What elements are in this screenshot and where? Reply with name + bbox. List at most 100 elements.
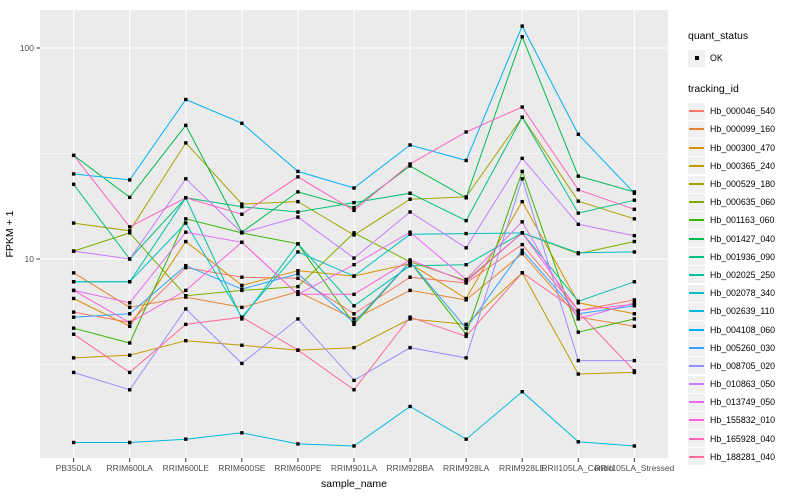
- data-point-marker[interactable]: [632, 280, 637, 284]
- data-point-marker[interactable]: [352, 186, 356, 190]
- data-point-marker[interactable]: [408, 232, 412, 236]
- data-point-marker[interactable]: [352, 317, 356, 321]
- data-point-marker[interactable]: [408, 197, 412, 201]
- data-point-marker[interactable]: [352, 345, 356, 350]
- data-point-marker[interactable]: [408, 143, 412, 147]
- data-point-marker[interactable]: [296, 169, 300, 174]
- data-point-marker[interactable]: [520, 156, 524, 161]
- data-point-marker[interactable]: [520, 271, 524, 275]
- data-point-marker[interactable]: [352, 292, 356, 297]
- data-point-marker[interactable]: [240, 202, 244, 206]
- data-point-marker[interactable]: [352, 256, 356, 260]
- data-point-marker[interactable]: [128, 320, 132, 325]
- data-point-marker[interactable]: [632, 444, 637, 448]
- data-point-marker[interactable]: [184, 196, 188, 200]
- data-point-marker[interactable]: [464, 322, 468, 327]
- data-point-marker[interactable]: [296, 210, 300, 214]
- data-point-marker[interactable]: [128, 370, 132, 375]
- data-point-marker[interactable]: [184, 221, 188, 225]
- data-point-marker[interactable]: [184, 322, 188, 327]
- data-point-marker[interactable]: [71, 315, 76, 319]
- legend-item-tracking-id[interactable]: Hb_010863_050: [688, 375, 800, 393]
- data-point-marker[interactable]: [632, 312, 637, 316]
- data-point-marker[interactable]: [240, 212, 244, 216]
- data-point-marker[interactable]: [184, 265, 188, 270]
- data-point-marker[interactable]: [352, 320, 356, 325]
- legend-item-quant-ok[interactable]: OK: [688, 49, 800, 67]
- data-point-marker[interactable]: [128, 231, 132, 235]
- legend-item-tracking-id[interactable]: Hb_000365_240: [688, 157, 800, 175]
- data-point-marker[interactable]: [576, 358, 580, 363]
- data-point-marker[interactable]: [128, 257, 132, 261]
- data-point-marker[interactable]: [352, 378, 356, 383]
- data-point-marker[interactable]: [71, 370, 76, 375]
- data-point-marker[interactable]: [296, 250, 300, 254]
- data-point-marker[interactable]: [520, 248, 524, 252]
- data-point-marker[interactable]: [464, 437, 468, 441]
- data-point-marker[interactable]: [184, 230, 188, 234]
- data-point-marker[interactable]: [464, 326, 468, 330]
- data-point-marker[interactable]: [71, 288, 76, 293]
- data-point-marker[interactable]: [184, 307, 188, 311]
- data-point-marker[interactable]: [240, 283, 244, 288]
- data-point-marker[interactable]: [576, 211, 580, 215]
- data-point-marker[interactable]: [576, 299, 580, 304]
- data-point-marker[interactable]: [408, 404, 412, 409]
- data-point-marker[interactable]: [352, 312, 356, 316]
- data-point-marker[interactable]: [408, 164, 412, 168]
- data-point-marker[interactable]: [71, 356, 76, 360]
- data-point-marker[interactable]: [632, 207, 637, 212]
- data-point-marker[interactable]: [240, 121, 244, 125]
- data-point-marker[interactable]: [128, 229, 132, 233]
- data-point-marker[interactable]: [184, 263, 188, 268]
- data-point-marker[interactable]: [296, 199, 300, 204]
- data-point-marker[interactable]: [576, 174, 580, 178]
- data-point-marker[interactable]: [464, 231, 468, 236]
- legend-item-tracking-id[interactable]: Hb_002639_110: [688, 302, 800, 320]
- legend-item-tracking-id[interactable]: Hb_008705_020: [688, 357, 800, 375]
- data-point-marker[interactable]: [71, 326, 76, 330]
- legend-item-tracking-id[interactable]: Hb_000099_160: [688, 120, 800, 138]
- legend-item-tracking-id[interactable]: Hb_165928_040: [688, 430, 800, 448]
- data-point-marker[interactable]: [632, 233, 637, 238]
- data-point-marker[interactable]: [128, 353, 132, 357]
- data-point-marker[interactable]: [71, 332, 76, 336]
- data-point-marker[interactable]: [128, 324, 132, 328]
- data-point-marker[interactable]: [576, 199, 580, 203]
- data-point-marker[interactable]: [128, 440, 132, 445]
- data-point-marker[interactable]: [408, 317, 412, 321]
- data-point-marker[interactable]: [576, 372, 580, 376]
- data-point-marker[interactable]: [632, 358, 637, 363]
- data-point-marker[interactable]: [352, 444, 356, 448]
- data-point-marker[interactable]: [296, 292, 300, 297]
- data-point-marker[interactable]: [296, 242, 300, 246]
- data-point-marker[interactable]: [520, 169, 524, 174]
- data-point-marker[interactable]: [408, 288, 412, 293]
- data-point-marker[interactable]: [408, 230, 412, 234]
- legend-item-tracking-id[interactable]: Hb_002078_340: [688, 284, 800, 302]
- legend-item-tracking-id[interactable]: Hb_155832_010: [688, 411, 800, 429]
- data-point-marker[interactable]: [408, 345, 412, 350]
- data-point-marker[interactable]: [632, 302, 637, 306]
- data-point-marker[interactable]: [352, 262, 356, 267]
- data-point-marker[interactable]: [352, 322, 356, 327]
- data-point-marker[interactable]: [632, 191, 637, 195]
- data-point-marker[interactable]: [464, 262, 468, 267]
- data-point-marker[interactable]: [184, 217, 188, 221]
- data-point-marker[interactable]: [184, 437, 188, 441]
- data-point-marker[interactable]: [240, 231, 244, 235]
- data-point-marker[interactable]: [520, 24, 524, 28]
- data-point-marker[interactable]: [296, 269, 300, 273]
- data-point-marker[interactable]: [408, 162, 412, 166]
- data-point-marker[interactable]: [352, 200, 356, 205]
- data-point-marker[interactable]: [240, 305, 244, 310]
- data-point-marker[interactable]: [184, 339, 188, 343]
- data-point-marker[interactable]: [240, 287, 244, 291]
- data-point-marker[interactable]: [128, 280, 132, 284]
- data-point-marker[interactable]: [352, 274, 356, 278]
- data-point-marker[interactable]: [464, 332, 468, 336]
- data-point-marker[interactable]: [296, 175, 300, 179]
- data-point-marker[interactable]: [296, 215, 300, 219]
- data-point-marker[interactable]: [184, 177, 188, 181]
- data-point-marker[interactable]: [128, 312, 132, 316]
